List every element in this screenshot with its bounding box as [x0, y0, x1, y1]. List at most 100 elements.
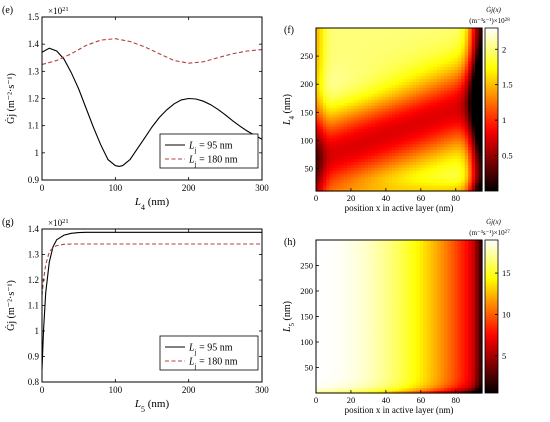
heatmap-cell: [423, 42, 428, 47]
heatmap-cell: [364, 390, 369, 394]
heatmap-cell: [440, 96, 445, 100]
heatmap-cell: [426, 179, 431, 183]
heatmap-cell: [374, 251, 379, 255]
heatmap-cell: [316, 87, 321, 91]
heatmap-cell: [412, 155, 417, 159]
heatmap-cell: [357, 354, 362, 358]
heatmap-cell: [326, 270, 331, 274]
x-axis-label-part: L: [134, 398, 141, 410]
heatmap-cell: [364, 270, 369, 274]
heatmap-cell: [354, 354, 359, 358]
heatmap-cell: [371, 301, 376, 305]
heatmap-cell: [409, 143, 414, 148]
heatmap-cell: [461, 176, 466, 180]
heatmap-cell: [430, 267, 435, 272]
heatmap-cell: [385, 78, 390, 82]
heatmap-cell: [399, 312, 404, 316]
heatmap-cell: [350, 93, 355, 97]
heatmap-cell: [433, 334, 438, 338]
heatmap-cell: [412, 342, 417, 347]
heatmap-cell: [430, 323, 435, 327]
heatmap-cell: [430, 131, 435, 136]
heatmap-cell: [357, 248, 362, 252]
heatmap-cell: [392, 384, 397, 389]
heatmap-cell: [326, 298, 331, 302]
heatmap-cell: [454, 57, 459, 62]
heatmap-cell: [395, 42, 400, 47]
heatmap-cell: [478, 185, 483, 189]
heatmap-cell: [364, 265, 369, 269]
heatmap-cell: [447, 379, 452, 383]
heatmap-cell: [409, 125, 414, 130]
heatmap-cell: [367, 170, 372, 174]
heatmap-cell: [367, 306, 372, 311]
heatmap-cell: [405, 381, 410, 386]
heatmap-cell: [430, 39, 435, 44]
heatmap-cell: [392, 152, 397, 157]
heatmap-cell: [405, 278, 410, 283]
heatmap-cell: [340, 265, 345, 269]
heatmap-cell: [343, 188, 348, 192]
heatmap-cell: [402, 359, 407, 363]
heatmap-cell: [405, 188, 410, 192]
heatmap-cell: [478, 99, 483, 103]
heatmap-cell: [440, 72, 445, 77]
heatmap-cell: [316, 173, 321, 177]
heatmap-cell: [395, 356, 400, 361]
heatmap-cell: [374, 93, 379, 97]
heatmap-cell: [468, 33, 473, 38]
heatmap-cell: [412, 295, 417, 300]
y-tick-label: 1.3: [28, 250, 40, 260]
heatmap-cell: [388, 292, 393, 297]
heatmap-cell: [333, 110, 338, 115]
heatmap-cell: [360, 28, 366, 32]
heatmap-cell: [336, 384, 341, 389]
heatmap-cell: [343, 367, 348, 372]
heatmap-cell: [423, 287, 428, 291]
legend-label-1-part: L: [188, 155, 195, 166]
heatmap-cell: [340, 337, 345, 341]
heatmap-cell: [388, 381, 393, 386]
heatmap-cell: [347, 281, 352, 286]
heatmap-cell: [340, 51, 345, 56]
heatmap-cell: [419, 179, 424, 183]
heatmap-cell: [367, 45, 372, 50]
heatmap-cell: [340, 96, 345, 100]
heatmap-cell: [371, 351, 376, 355]
heatmap-cell: [340, 173, 345, 177]
heatmap-cell: [447, 262, 452, 266]
heatmap-cell: [350, 362, 355, 366]
heatmap-cell: [381, 128, 386, 133]
heatmap-cell: [371, 78, 376, 82]
heatmap-cell: [447, 334, 452, 338]
heatmap-cell: [360, 164, 366, 168]
heatmap-cell: [350, 48, 355, 53]
heatmap-cell: [333, 295, 338, 300]
heatmap-cell: [322, 182, 327, 186]
heatmap-cell: [340, 340, 345, 344]
heatmap-cell: [464, 63, 469, 68]
heatmap-cell: [336, 320, 341, 325]
heatmap-cell: [475, 72, 480, 77]
heatmap-cell: [357, 298, 362, 302]
heatmap-cell: [319, 63, 324, 68]
heatmap-cell: [378, 161, 383, 165]
heatmap-cell: [409, 381, 414, 386]
heatmap-cell: [450, 54, 455, 59]
heatmap-cell: [457, 75, 462, 79]
heatmap-cell: [440, 356, 445, 361]
heatmap-cell: [392, 270, 397, 274]
heatmap-cell: [464, 33, 469, 38]
heatmap-cell: [464, 102, 469, 106]
heatmap-cell: [343, 87, 348, 91]
heatmap-cell: [322, 320, 327, 325]
heatmap-cell: [340, 125, 345, 130]
heatmap-cell: [354, 108, 359, 112]
heatmap-cell: [347, 323, 352, 327]
heatmap-cell: [326, 170, 331, 174]
heatmap-cell: [423, 60, 428, 65]
heatmap-cell: [326, 72, 331, 77]
heatmap-cell: [440, 334, 445, 338]
heatmap-cell: [367, 240, 372, 244]
heatmap-cell: [426, 176, 431, 180]
